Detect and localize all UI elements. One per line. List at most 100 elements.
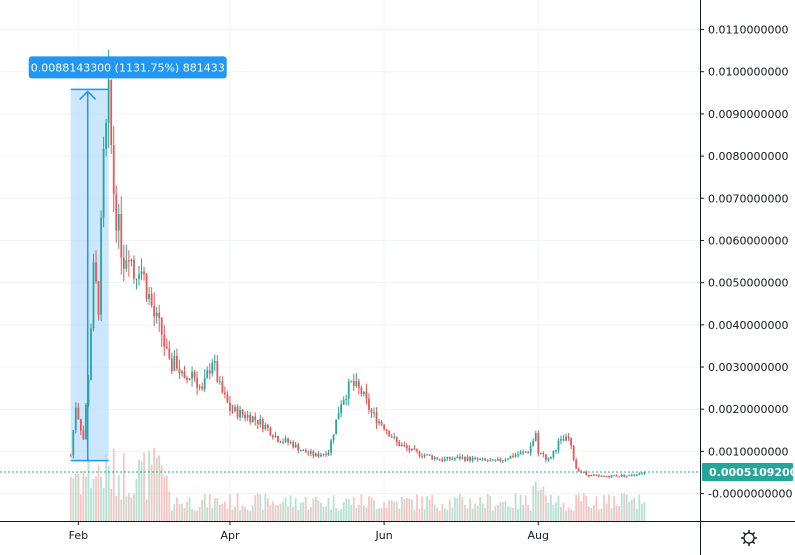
volume-bar	[239, 510, 241, 521]
volume-bar	[122, 453, 125, 521]
volume-bar	[509, 507, 512, 521]
candle-body	[335, 419, 337, 435]
volume-bar	[481, 503, 484, 521]
volume-bar	[572, 510, 575, 521]
volume-bar	[582, 493, 585, 521]
candle-body	[193, 371, 196, 379]
volume-bar	[309, 506, 312, 521]
volume-bar	[155, 457, 158, 521]
candle-body	[241, 409, 244, 415]
candle-body	[363, 391, 365, 394]
candle-body	[555, 450, 557, 452]
volume-bar	[441, 503, 444, 521]
volume-bar	[105, 453, 108, 521]
candle-body	[234, 406, 236, 411]
candle-body	[292, 442, 295, 448]
volume-bar	[342, 502, 345, 521]
volume-bar	[74, 473, 77, 521]
candle-body	[269, 427, 272, 436]
volume-bar	[489, 496, 492, 521]
volume-bar	[153, 447, 156, 521]
volume-bar	[110, 489, 113, 521]
candle-body	[163, 334, 166, 347]
candle-body	[368, 398, 370, 411]
volume-bar	[590, 507, 593, 521]
volume-bar	[163, 476, 166, 521]
y-tick-label: 0.0040000000	[708, 319, 788, 332]
candle-body	[110, 80, 113, 146]
volume-bar	[598, 509, 600, 521]
settings-gear-icon[interactable]	[741, 530, 757, 546]
candle-body	[635, 474, 638, 476]
candle-body	[474, 457, 476, 459]
candle-body	[385, 429, 388, 431]
candle-body	[504, 459, 507, 461]
candle-body	[587, 474, 590, 477]
volume-bar	[363, 505, 365, 521]
volume-bar	[117, 475, 120, 521]
price-axis[interactable]: 0.0110000000 0.0100000000 0.0090000000 0.00…	[700, 24, 792, 501]
volume-bar	[345, 498, 348, 521]
volume-bar	[608, 494, 610, 521]
candle-body	[542, 452, 545, 455]
y-tick-label: 0.0030000000	[708, 361, 788, 374]
volume-bar	[620, 493, 623, 521]
volume-bar	[494, 505, 497, 521]
volume-bar	[630, 499, 633, 521]
gear-icon-tooth	[742, 531, 746, 535]
candle-body	[572, 445, 575, 460]
volume-bar	[438, 510, 441, 521]
y-tick-label: 0.0110000000	[708, 24, 788, 37]
candle-body	[181, 371, 183, 374]
candle-body	[224, 392, 226, 395]
candle-body	[441, 459, 444, 462]
volume-bar	[405, 498, 408, 521]
volume-bar	[542, 486, 545, 521]
y-tick-label: 0.0060000000	[708, 234, 788, 247]
candle-body	[259, 419, 262, 425]
volume-bar	[383, 502, 385, 521]
x-tick-label: Aug	[528, 529, 549, 542]
volume-bar	[92, 478, 95, 521]
candle-body	[251, 416, 254, 423]
candle-body	[623, 474, 626, 477]
volume-bar	[272, 501, 274, 521]
candle-body	[459, 456, 461, 459]
candle-body	[191, 371, 193, 379]
volume-bar	[426, 496, 428, 521]
candle-body	[92, 262, 95, 329]
candle-body	[413, 448, 416, 450]
candle-body	[312, 451, 315, 456]
volume-bar	[72, 478, 75, 521]
candle-body	[342, 399, 345, 405]
y-tick-label: 0.0020000000	[708, 403, 788, 416]
volume-bar	[264, 493, 267, 521]
volume-bar	[183, 508, 186, 521]
candle-body	[443, 458, 446, 462]
measure-tool[interactable]	[70, 88, 109, 462]
volume-bar	[388, 500, 391, 521]
candle-body	[100, 217, 102, 315]
candle-body	[494, 459, 497, 461]
volume-bar	[486, 494, 489, 521]
volume-bar	[143, 452, 145, 521]
volume-bar	[160, 465, 163, 521]
volume-bar	[484, 507, 487, 521]
candle-body	[469, 456, 471, 461]
candle-body	[628, 474, 631, 476]
volume-bar	[317, 500, 320, 521]
candle-body	[613, 475, 615, 477]
candle-body	[393, 437, 396, 439]
time-axis[interactable]: Feb Apr Jun Aug	[69, 521, 549, 542]
candle-body	[130, 259, 133, 262]
candle-body	[575, 459, 578, 469]
y-tick-label: 0.0100000000	[708, 66, 788, 79]
candle-body	[221, 381, 224, 393]
candle-body	[502, 460, 504, 462]
volume-bar	[236, 493, 239, 521]
volume-bar	[416, 494, 418, 521]
candle-body	[405, 445, 408, 449]
candle-body	[327, 452, 330, 456]
volume-bar	[577, 493, 580, 521]
